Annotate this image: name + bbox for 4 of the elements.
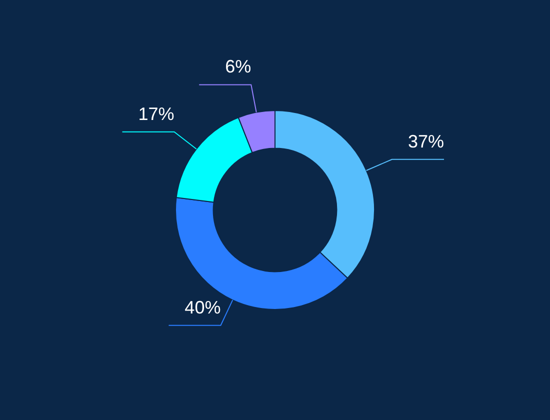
- data-label: 17%: [138, 104, 174, 124]
- data-label: 40%: [184, 297, 221, 318]
- data-label: 37%: [408, 131, 444, 152]
- data-label: 6%: [225, 56, 252, 77]
